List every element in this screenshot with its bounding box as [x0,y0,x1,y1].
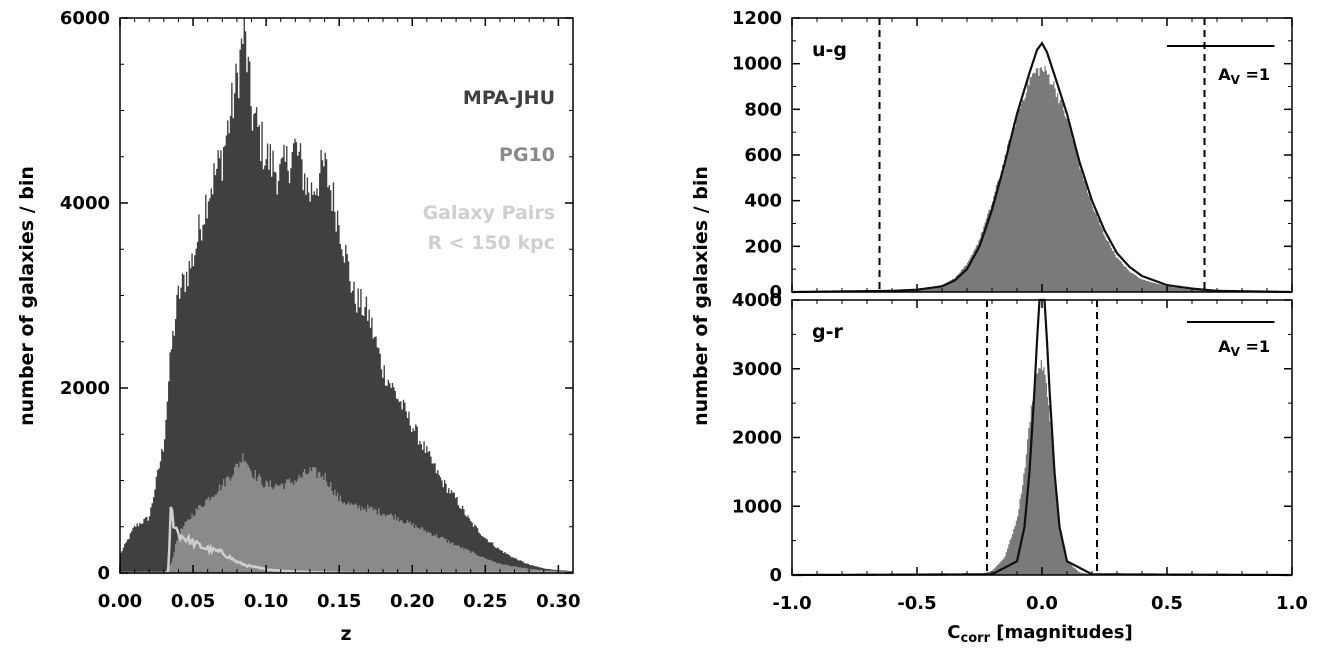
y-tick-label: 1000 [732,496,782,517]
x-tick-label: -1.0 [772,593,811,614]
y-tick-label: 800 [744,99,782,120]
left-panel: 0 2000 4000 6000 0.00 0.05 0.10 0.15 0.20 0.25 0.3… [16,8,581,645]
right-bottom-extinction-label: AV =1 [1218,337,1270,359]
legend-pg10: PG10 [499,144,555,166]
right-top-ticks: 0 200 400 600 800 1000 1200 [732,8,1293,303]
x-tick-label: 0.10 [244,591,288,612]
y-tick-label: 0 [97,563,110,584]
legend-mpa-jhu: MPA-JHU [463,87,555,109]
y-tick-label: 6000 [60,8,110,29]
right-top-dashed-lines [878,18,1206,292]
x-tick-label: 1.0 [1276,593,1308,614]
right-bottom-dashed-lines [986,300,1098,575]
right-y-axis-title: number of galaxies / bin [690,166,712,426]
x-tick-label: 0.00 [98,591,142,612]
y-tick-label: 4000 [60,193,110,214]
right-bottom-data-layer [792,298,1292,577]
y-tick-label: 200 [744,236,782,257]
left-x-axis-title: z [340,623,351,645]
x-tick-label: 0.0 [1026,593,1058,614]
right-bottom-ticks: 0 1000 2000 3000 4000 -1.0 -0.5 0.0 0.5 1.0 [732,290,1308,614]
series-mpa-jhu [120,18,573,573]
right-top-extinction-label: AV =1 [1218,65,1270,87]
series-hist-0 [792,360,1292,575]
y-tick-label: 2000 [732,428,782,449]
right-top-data-layer [791,41,1293,294]
y-tick-label: 400 [744,191,782,212]
y-tick-label: 600 [744,145,782,166]
right-top-panel: 0 200 400 600 800 1000 1200 u-g AV =1 [732,8,1293,303]
series-line-1 [791,41,1293,294]
panel-label-u-g: u-g [812,39,847,61]
x-tick-label: 0.25 [463,591,507,612]
y-tick-label: 1000 [732,54,782,75]
x-tick-label: 0.15 [317,591,361,612]
x-tick-label: 0.30 [536,591,580,612]
panel-label-g-r: g-r [812,321,843,343]
y-tick-label: 1200 [732,8,782,29]
legend-galaxy-pairs: Galaxy Pairs [423,202,555,224]
left-y-axis-title: number of galaxies / bin [16,166,38,426]
x-tick-label: 0.20 [390,591,434,612]
y-tick-label: 2000 [60,378,110,399]
y-tick-label: 3000 [732,359,782,380]
x-tick-label: 0.5 [1151,593,1183,614]
series-pg10 [120,453,573,573]
left-ticks: 0 2000 4000 6000 0.00 0.05 0.10 0.15 0.20 0.25 0.3… [60,8,581,612]
legend-galaxy-pairs-radius: R < 150 kpc [427,232,555,254]
series-hist-0 [792,66,1292,292]
x-tick-label: -0.5 [897,593,936,614]
x-tick-label: 0.05 [171,591,215,612]
right-x-axis-title: Ccorr [magnitudes] [947,622,1132,646]
y-tick-label: 4000 [732,290,782,311]
y-tick-label: 0 [769,282,782,303]
y-tick-label: 0 [769,565,782,586]
